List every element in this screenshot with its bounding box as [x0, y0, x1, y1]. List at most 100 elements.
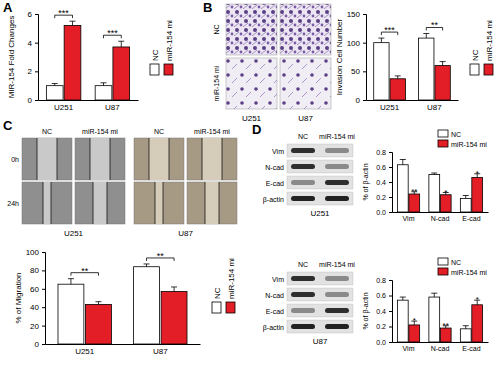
x-axis: U251U87	[39, 101, 139, 112]
x-tick: Vim	[403, 345, 415, 352]
micrograph	[22, 138, 72, 180]
micrograph	[280, 58, 331, 109]
error-stem	[465, 196, 466, 199]
y-tick-label: 0	[356, 96, 361, 105]
column-label: U251	[242, 114, 262, 123]
y-tick-mark	[363, 71, 366, 72]
protein-label: N-cad	[265, 292, 284, 299]
x-axis-line	[393, 342, 489, 343]
legend-swatch	[438, 130, 448, 137]
error-cap	[101, 82, 107, 83]
bar	[472, 178, 483, 213]
micrograph	[226, 4, 277, 55]
bar	[113, 47, 130, 100]
x-tick: U87	[153, 347, 168, 356]
y-tick-label: 2	[28, 67, 33, 76]
wound-edge	[37, 138, 38, 180]
bar	[460, 329, 471, 342]
y-axis-line	[363, 15, 367, 101]
y-tick-mark	[389, 296, 392, 297]
significance-label: ***	[384, 25, 395, 35]
y-tick-label: 40	[30, 303, 39, 312]
bar	[435, 66, 450, 100]
y-tick-mark	[389, 167, 392, 168]
x-tick-label: Vim	[403, 215, 415, 222]
y-tick: 60	[30, 285, 45, 294]
y-tick-label: 100	[26, 248, 40, 257]
micrograph	[187, 182, 237, 224]
error-cap	[440, 61, 446, 62]
error-bar	[431, 173, 437, 175]
wound-gap	[202, 138, 222, 180]
y-tick: 100	[26, 248, 45, 257]
wound-gap	[205, 182, 219, 224]
condition-label: NC	[154, 128, 164, 135]
x-axis-line	[46, 344, 201, 345]
error-cap	[400, 297, 406, 298]
error-bar	[400, 160, 406, 165]
significance-label: **	[81, 266, 89, 276]
y-tick-label: 0.4	[376, 179, 386, 186]
bar	[440, 195, 451, 212]
y-tick-mark	[389, 280, 392, 281]
legend: NCmiR-154 mi	[470, 20, 494, 75]
y-tick-mark	[389, 311, 392, 312]
wound-edge	[205, 182, 206, 224]
x-tick: E-cad	[462, 215, 480, 222]
bar	[429, 297, 440, 342]
x-tick-label: E-cad	[462, 345, 480, 352]
error-cap	[118, 41, 124, 42]
significance-label: *	[476, 169, 479, 178]
error-stem	[70, 279, 71, 285]
error-cap	[423, 33, 429, 34]
legend-swatch	[226, 302, 235, 313]
legend-label: NC	[471, 49, 480, 61]
legend-label: NC	[451, 131, 461, 138]
y-axis-line	[389, 281, 393, 343]
bar	[374, 43, 389, 100]
wound-edge	[169, 138, 170, 180]
legend-swatch	[150, 64, 159, 75]
y-tick: 2	[28, 67, 38, 76]
error-cap	[431, 293, 437, 294]
legend-swatch	[438, 140, 448, 147]
x-tick-label: E-cad	[462, 215, 480, 222]
micrograph	[75, 182, 125, 224]
wound-edge	[155, 182, 156, 224]
y-tick-label: 60	[30, 285, 39, 294]
panel-letter: C	[3, 118, 13, 133]
y-tick-label: 0.2	[376, 323, 386, 330]
micrograph	[280, 4, 331, 55]
blot-band	[291, 164, 315, 169]
blot-strip	[287, 288, 353, 301]
wound-images: NCmiR-154 miU251NCmiR-154 miU870h24h	[7, 128, 237, 238]
y-axis-title: % of Migration	[14, 272, 23, 323]
wound-edge	[43, 182, 44, 224]
error-cap	[378, 38, 384, 39]
blot-strip	[287, 192, 353, 205]
wound-gap	[149, 138, 169, 180]
error-stem	[402, 297, 403, 300]
y-tick-label: 100	[347, 39, 361, 48]
condition-label: NC	[298, 261, 308, 268]
blot-band	[291, 292, 315, 297]
cell-line-label: U251	[64, 229, 84, 238]
row-label: miR-154 mi	[213, 65, 220, 101]
legend-swatch	[212, 302, 221, 313]
error-cap	[395, 75, 401, 76]
error-bar	[68, 279, 74, 285]
y-tick: 0.0	[376, 339, 392, 346]
y-tick-mark	[35, 100, 38, 101]
legend-label: miR-154 mi	[451, 269, 487, 276]
wound-edge	[107, 182, 108, 224]
y-tick: 0	[35, 340, 45, 349]
figure-root: ABCDNCmiR-154 miU251U87NCmiR-154 miU251N…	[0, 0, 500, 370]
y-tick-mark	[42, 252, 45, 253]
panel-letter: D	[252, 122, 261, 137]
wound-edge	[110, 138, 111, 180]
error-stem	[146, 264, 147, 267]
legend-label: miR-154 mi	[451, 141, 487, 148]
legend-swatch	[470, 64, 479, 75]
error-cap	[463, 195, 469, 196]
wound-gap	[93, 182, 107, 224]
